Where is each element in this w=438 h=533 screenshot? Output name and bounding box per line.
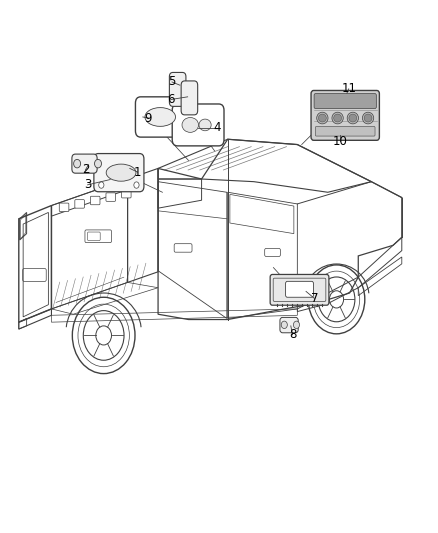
FancyBboxPatch shape <box>315 126 375 136</box>
Text: 11: 11 <box>341 83 356 95</box>
Text: 10: 10 <box>332 135 347 148</box>
FancyBboxPatch shape <box>75 200 85 208</box>
FancyBboxPatch shape <box>106 193 116 201</box>
Ellipse shape <box>106 164 136 181</box>
Text: 1: 1 <box>134 166 141 179</box>
Ellipse shape <box>145 108 176 126</box>
Ellipse shape <box>317 112 328 124</box>
FancyBboxPatch shape <box>90 196 100 205</box>
FancyBboxPatch shape <box>311 91 379 140</box>
Ellipse shape <box>364 114 372 122</box>
FancyBboxPatch shape <box>280 317 298 333</box>
FancyBboxPatch shape <box>314 94 376 109</box>
Text: 8: 8 <box>289 328 296 342</box>
Text: 3: 3 <box>84 179 91 191</box>
FancyBboxPatch shape <box>59 203 69 212</box>
Ellipse shape <box>349 114 357 122</box>
Circle shape <box>293 321 300 328</box>
Text: 6: 6 <box>167 93 175 106</box>
Text: 2: 2 <box>81 164 89 176</box>
Ellipse shape <box>332 112 343 124</box>
FancyBboxPatch shape <box>270 274 329 305</box>
Text: 4: 4 <box>213 121 221 134</box>
FancyBboxPatch shape <box>135 97 185 137</box>
FancyBboxPatch shape <box>121 189 131 198</box>
FancyBboxPatch shape <box>72 154 97 173</box>
Ellipse shape <box>334 114 342 122</box>
Text: 7: 7 <box>311 292 318 305</box>
FancyBboxPatch shape <box>94 154 144 192</box>
FancyBboxPatch shape <box>181 81 198 115</box>
Circle shape <box>95 159 102 168</box>
Ellipse shape <box>362 112 374 124</box>
Text: 5: 5 <box>168 76 176 88</box>
Circle shape <box>74 159 81 168</box>
Text: 9: 9 <box>145 111 152 125</box>
FancyBboxPatch shape <box>286 281 314 297</box>
Ellipse shape <box>347 112 358 124</box>
Circle shape <box>281 321 287 328</box>
Circle shape <box>99 182 104 188</box>
FancyBboxPatch shape <box>85 230 112 243</box>
Ellipse shape <box>182 117 198 132</box>
Ellipse shape <box>318 114 326 122</box>
Ellipse shape <box>199 119 211 131</box>
FancyBboxPatch shape <box>172 104 224 146</box>
FancyBboxPatch shape <box>170 72 186 107</box>
Polygon shape <box>19 136 402 343</box>
Circle shape <box>134 182 139 188</box>
